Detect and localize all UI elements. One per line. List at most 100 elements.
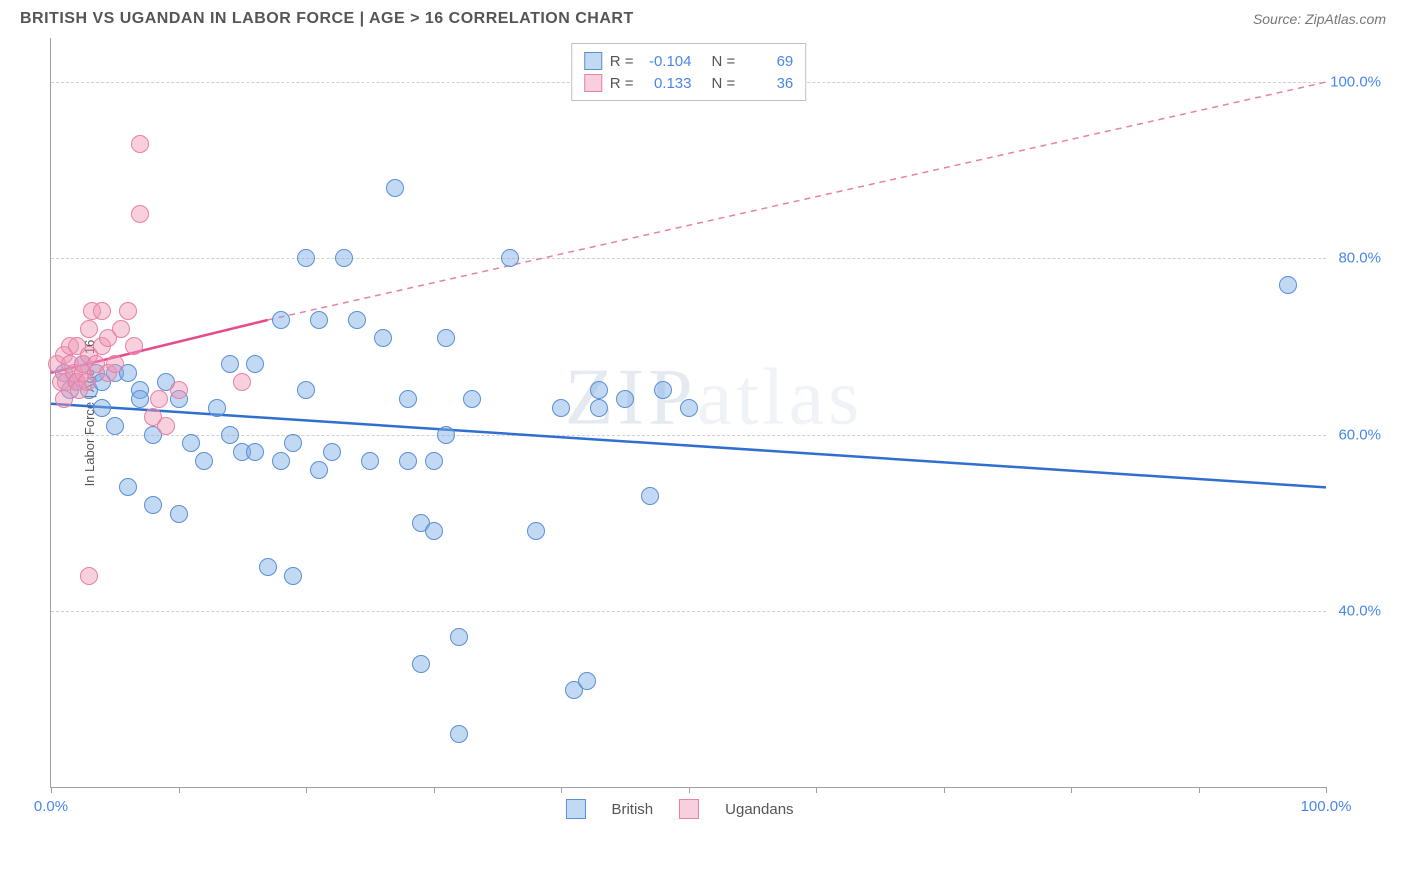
chart-title: BRITISH VS UGANDAN IN LABOR FORCE | AGE … bbox=[20, 10, 634, 28]
data-point bbox=[463, 390, 481, 408]
data-point bbox=[501, 249, 519, 267]
data-point bbox=[284, 434, 302, 452]
data-point bbox=[150, 390, 168, 408]
legend-n-label: N = bbox=[712, 53, 736, 70]
data-point bbox=[272, 311, 290, 329]
data-point bbox=[182, 434, 200, 452]
data-point bbox=[259, 558, 277, 576]
data-point bbox=[616, 390, 634, 408]
data-point bbox=[131, 390, 149, 408]
data-point bbox=[157, 417, 175, 435]
data-point bbox=[78, 373, 96, 391]
chart-container: In Labor Force | Age > 16 ZIPatlas R =-0… bbox=[50, 38, 1386, 838]
data-point bbox=[233, 373, 251, 391]
data-point bbox=[323, 443, 341, 461]
header: BRITISH VS UGANDAN IN LABOR FORCE | AGE … bbox=[0, 0, 1406, 33]
data-point bbox=[425, 452, 443, 470]
y-tick-label: 100.0% bbox=[1330, 74, 1381, 91]
data-point bbox=[221, 355, 239, 373]
data-point bbox=[284, 567, 302, 585]
data-point bbox=[361, 452, 379, 470]
data-point bbox=[552, 399, 570, 417]
data-point bbox=[335, 249, 353, 267]
data-point bbox=[131, 205, 149, 223]
x-tick-label: 100.0% bbox=[1301, 798, 1352, 815]
data-point bbox=[119, 302, 137, 320]
data-point bbox=[641, 487, 659, 505]
data-point bbox=[590, 399, 608, 417]
data-point bbox=[425, 522, 443, 540]
correlation-legend: R =-0.104N =69R =0.133N =36 bbox=[571, 43, 807, 101]
x-tick bbox=[561, 787, 562, 793]
data-point bbox=[399, 390, 417, 408]
watermark: ZIPatlas bbox=[565, 352, 864, 443]
x-tick bbox=[1326, 787, 1327, 793]
y-tick-label: 60.0% bbox=[1338, 426, 1381, 443]
legend-r-value: -0.104 bbox=[642, 53, 692, 70]
gridline bbox=[51, 611, 1326, 612]
data-point bbox=[590, 381, 608, 399]
data-point bbox=[221, 426, 239, 444]
data-point bbox=[297, 249, 315, 267]
gridline bbox=[51, 258, 1326, 259]
legend-n-value: 69 bbox=[743, 53, 793, 70]
data-point bbox=[246, 355, 264, 373]
data-point bbox=[195, 452, 213, 470]
legend-row: R = -0.104 N = 69 bbox=[584, 50, 794, 72]
data-point bbox=[272, 452, 290, 470]
x-tick-label: 0.0% bbox=[34, 798, 68, 815]
legend-row: R =0.133N =36 bbox=[584, 72, 794, 94]
data-point bbox=[131, 135, 149, 153]
data-point bbox=[106, 417, 124, 435]
x-tick bbox=[179, 787, 180, 793]
data-point bbox=[450, 725, 468, 743]
series-legend: British Ugandans bbox=[565, 799, 811, 819]
gridline bbox=[51, 435, 1326, 436]
legend-label: Ugandans bbox=[725, 801, 793, 818]
data-point bbox=[399, 452, 417, 470]
legend-r-label: R = bbox=[610, 75, 634, 92]
data-point bbox=[106, 355, 124, 373]
watermark-sub: atlas bbox=[697, 353, 864, 441]
data-point bbox=[412, 655, 430, 673]
data-point bbox=[310, 311, 328, 329]
x-tick bbox=[944, 787, 945, 793]
data-point bbox=[578, 672, 596, 690]
data-point bbox=[297, 381, 315, 399]
legend-swatch bbox=[679, 799, 699, 819]
legend-swatch bbox=[565, 799, 585, 819]
data-point bbox=[348, 311, 366, 329]
data-point bbox=[374, 329, 392, 347]
x-tick bbox=[434, 787, 435, 793]
x-tick bbox=[1071, 787, 1072, 793]
legend-label: British bbox=[611, 801, 653, 818]
legend-n-value: 36 bbox=[743, 75, 793, 92]
data-point bbox=[450, 628, 468, 646]
data-point bbox=[144, 496, 162, 514]
data-point bbox=[654, 381, 672, 399]
data-point bbox=[112, 320, 130, 338]
data-point bbox=[119, 478, 137, 496]
data-point bbox=[246, 443, 264, 461]
plot-area: In Labor Force | Age > 16 ZIPatlas R =-0… bbox=[50, 38, 1326, 788]
data-point bbox=[93, 399, 111, 417]
data-point bbox=[310, 461, 328, 479]
x-tick bbox=[306, 787, 307, 793]
source-text: Source: ZipAtlas.com bbox=[1253, 11, 1386, 27]
x-tick bbox=[816, 787, 817, 793]
legend-n-label: N = bbox=[712, 75, 736, 92]
data-point bbox=[437, 426, 455, 444]
data-point bbox=[80, 320, 98, 338]
legend-swatch bbox=[584, 52, 602, 70]
legend-swatch bbox=[584, 74, 602, 92]
x-tick bbox=[689, 787, 690, 793]
x-tick bbox=[51, 787, 52, 793]
y-tick-label: 80.0% bbox=[1338, 250, 1381, 267]
data-point bbox=[437, 329, 455, 347]
data-point bbox=[208, 399, 226, 417]
data-point bbox=[170, 381, 188, 399]
data-point bbox=[1279, 276, 1297, 294]
legend-r-label: R = bbox=[610, 53, 634, 70]
data-point bbox=[386, 179, 404, 197]
x-tick bbox=[1199, 787, 1200, 793]
